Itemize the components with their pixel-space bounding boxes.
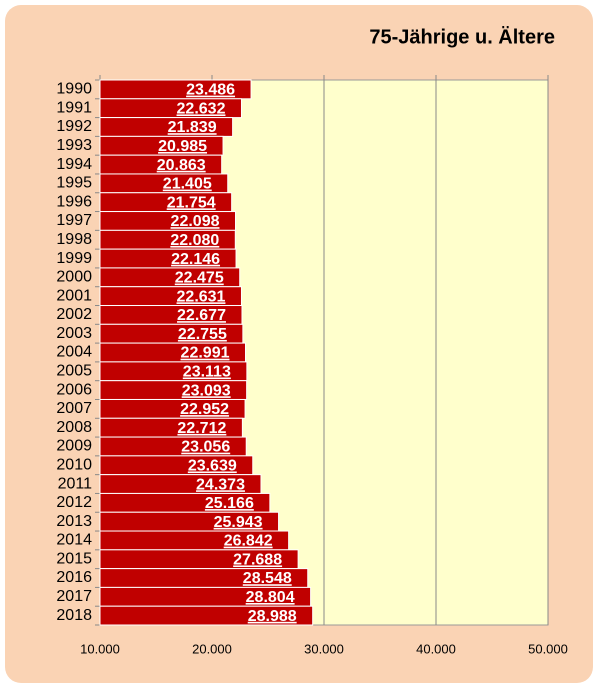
data-label: 28.988: [248, 608, 297, 625]
data-label: 22.712: [177, 420, 226, 437]
data-label: 20.863: [157, 157, 206, 174]
y-tick-label: 1998: [56, 231, 92, 248]
x-tick-label: 20.000: [192, 641, 232, 656]
y-tick-label: 2008: [56, 419, 92, 436]
y-tick-label: 2000: [56, 269, 92, 286]
y-tick-label: 2013: [56, 513, 92, 530]
y-tick-label: 1997: [56, 212, 92, 229]
y-tick-label: 2003: [56, 325, 92, 342]
y-tick-label: 2018: [56, 607, 92, 624]
y-tick-label: 2004: [56, 344, 92, 361]
data-label: 22.755: [178, 326, 227, 343]
y-tick-label: 1990: [56, 81, 92, 98]
data-label: 21.839: [168, 119, 217, 136]
data-label: 21.754: [167, 194, 216, 211]
y-tick-label: 1999: [56, 250, 92, 267]
y-tick-label: 2012: [56, 494, 92, 511]
x-tick-label: 30.000: [304, 641, 344, 656]
data-label: 22.098: [171, 213, 220, 230]
y-tick-label: 2009: [56, 438, 92, 455]
data-label: 23.113: [183, 364, 231, 381]
y-tick-label: 1994: [56, 156, 92, 173]
y-tick-label: 1996: [56, 193, 92, 210]
y-tick-label: 1995: [56, 175, 92, 192]
data-label: 26.842: [224, 533, 273, 550]
data-label: 23.639: [188, 457, 237, 474]
data-label: 22.631: [177, 288, 226, 305]
y-tick-label: 2011: [58, 475, 93, 492]
data-label: 20.985: [158, 138, 207, 155]
y-tick-label: 2007: [56, 400, 92, 417]
y-tick-label: 2001: [56, 287, 92, 304]
y-tick-label: 2014: [56, 532, 92, 549]
data-label: 22.080: [170, 232, 219, 249]
data-label: 27.688: [233, 551, 282, 568]
x-tick-label: 10.000: [80, 641, 120, 656]
data-label: 22.632: [177, 100, 226, 117]
y-tick-label: 2010: [56, 456, 92, 473]
y-tick-label: 2005: [56, 363, 92, 380]
y-tick-label: 1991: [56, 99, 92, 116]
y-tick-label: 1993: [56, 137, 92, 154]
data-label: 25.943: [214, 514, 263, 531]
x-tick-label: 40.000: [416, 641, 456, 656]
data-label: 24.373: [196, 476, 245, 493]
data-label: 23.486: [186, 82, 235, 99]
y-tick-label: 1992: [56, 118, 92, 135]
y-tick-label: 2002: [56, 306, 92, 323]
x-tick-label: 50.000: [528, 641, 568, 656]
data-label: 23.093: [182, 382, 231, 399]
data-label: 25.166: [205, 495, 254, 512]
chart-title: 75-Jährige u. Ältere: [369, 25, 555, 48]
data-label: 22.146: [171, 251, 220, 268]
data-label: 23.056: [181, 439, 230, 456]
data-label: 22.677: [177, 307, 226, 324]
data-label: 28.548: [243, 570, 292, 587]
data-label: 28.804: [246, 589, 295, 606]
data-label: 21.405: [163, 176, 212, 193]
data-label: 22.952: [180, 401, 229, 418]
data-label: 22.991: [181, 345, 230, 362]
y-tick-label: 2017: [56, 588, 92, 605]
bar: [99, 605, 314, 626]
y-tick-label: 2006: [56, 381, 92, 398]
data-label: 22.475: [175, 270, 224, 287]
y-tick-label: 2015: [56, 550, 92, 567]
y-tick-label: 2016: [56, 569, 92, 586]
